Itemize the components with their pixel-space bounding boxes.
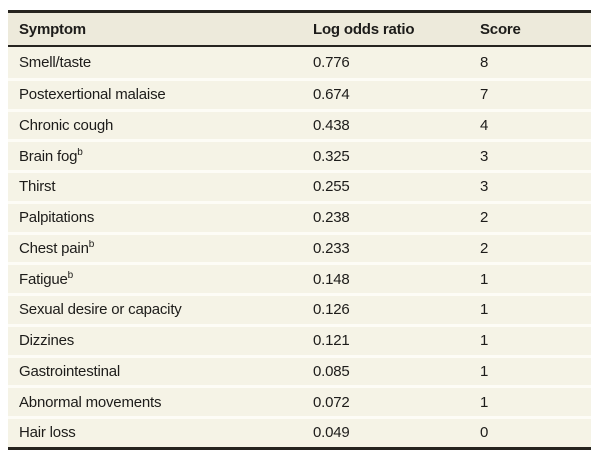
symptom-label: Postexertional malaise — [19, 86, 166, 104]
symptom-label: Hair loss — [19, 424, 76, 442]
cell-symptom: Chronic cough — [19, 117, 313, 134]
cell-log-odds-ratio: 0.049 — [313, 424, 350, 442]
table-row: Sexual desire or capacity 0.126 1 — [8, 293, 591, 324]
table-row: Postexertional malaise 0.674 7 — [8, 77, 591, 109]
cell-log-odds-ratio: 0.674 — [313, 86, 350, 104]
cell-log-odds-ratio: 0.148 — [313, 270, 350, 288]
cell-score: 7 — [480, 86, 489, 104]
table-body: Smell/taste 0.776 8 Postexertional malai… — [8, 47, 591, 447]
cell-symptom: Dizzines — [19, 332, 313, 349]
table-row: Thirst 0.255 3 — [8, 170, 591, 201]
symptom-score-table: Symptom Log odds ratio Score Smell/taste… — [8, 10, 591, 450]
footnote-marker: b — [88, 239, 95, 250]
header-cell-score: Score — [480, 20, 521, 38]
symptom-label: Gastrointestinal — [19, 362, 121, 380]
cell-log-odds-ratio: 0.121 — [313, 332, 350, 350]
symptom-label: Thirst — [19, 178, 56, 196]
symptom-label: Chronic cough — [19, 116, 114, 134]
symptom-label: Sexual desire or capacity — [19, 301, 182, 319]
table-header: Symptom Log odds ratio Score — [8, 13, 591, 47]
symptom-label: Palpitations — [19, 209, 95, 227]
cell-symptom: Chest painb — [19, 240, 313, 257]
cell-log-odds-ratio: 0.325 — [313, 147, 350, 165]
cell-score: 1 — [480, 270, 489, 288]
header-cell-symptom: Symptom — [19, 20, 86, 38]
symptom-label: Brain fog — [19, 147, 78, 165]
table-row: Chest painb 0.233 2 — [8, 231, 591, 263]
cell-score: 2 — [480, 209, 489, 227]
cell-score: 1 — [480, 332, 489, 350]
table-row: Palpitations 0.238 2 — [8, 200, 591, 232]
cell-symptom: Fatigueb — [19, 271, 313, 288]
table-row: Gastrointestinal 0.085 1 — [8, 354, 591, 386]
cell-score: 3 — [480, 178, 489, 196]
cell-symptom: Smell/taste — [19, 54, 313, 71]
cell-score: 1 — [480, 362, 489, 380]
cell-symptom: Gastrointestinal — [19, 363, 313, 380]
table-row: Smell/taste 0.776 8 — [8, 47, 591, 78]
footnote-marker: b — [77, 147, 83, 158]
cell-score: 0 — [480, 424, 489, 442]
cell-score: 4 — [480, 116, 489, 134]
table-row: Brain fogb 0.325 3 — [8, 139, 591, 170]
header-cell-log-odds-ratio: Log odds ratio — [313, 20, 415, 38]
symptom-label: Smell/taste — [19, 53, 91, 71]
cell-score: 2 — [480, 239, 489, 257]
cell-log-odds-ratio: 0.233 — [313, 239, 350, 257]
cell-symptom: Hair loss — [19, 424, 313, 441]
cell-score: 1 — [480, 301, 489, 319]
cell-symptom: Abnormal movements — [19, 394, 313, 411]
symptom-label: Chest pain — [19, 239, 89, 257]
cell-symptom: Postexertional malaise — [19, 86, 313, 103]
table-row: Hair loss 0.049 0 — [8, 416, 591, 447]
cell-symptom: Sexual desire or capacity — [19, 301, 313, 318]
cell-log-odds-ratio: 0.255 — [313, 178, 350, 196]
cell-score: 1 — [480, 393, 489, 411]
cell-log-odds-ratio: 0.072 — [313, 393, 350, 411]
cell-log-odds-ratio: 0.776 — [313, 53, 350, 71]
cell-score: 3 — [480, 147, 489, 165]
cell-score: 8 — [480, 53, 489, 71]
footnote-marker: b — [67, 270, 74, 281]
cell-log-odds-ratio: 0.085 — [313, 362, 350, 380]
cell-symptom: Thirst — [19, 178, 313, 195]
table-row: Chronic cough 0.438 4 — [8, 108, 591, 140]
table-row: Dizzines 0.121 1 — [8, 323, 591, 355]
table-row: Abnormal movements 0.072 1 — [8, 385, 591, 416]
cell-symptom: Palpitations — [19, 209, 313, 226]
cell-log-odds-ratio: 0.238 — [313, 209, 350, 227]
table-row: Fatigueb 0.148 1 — [8, 262, 591, 293]
cell-log-odds-ratio: 0.438 — [313, 116, 350, 134]
symptom-label: Dizzines — [19, 332, 75, 350]
cell-symptom: Brain fogb — [19, 148, 313, 165]
cell-log-odds-ratio: 0.126 — [313, 301, 350, 319]
symptom-label: Fatigue — [19, 270, 68, 288]
symptom-label: Abnormal movements — [19, 393, 162, 411]
